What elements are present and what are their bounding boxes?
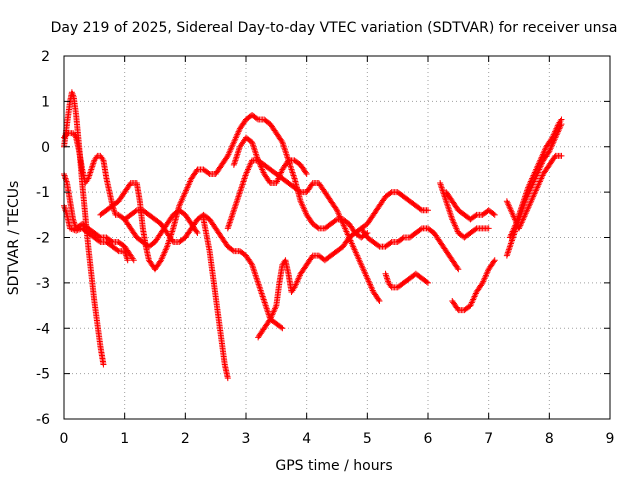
data-point-marker <box>253 115 260 122</box>
tick-label-layer: 0 1 2 3 4 5 6 7 8 9 -6 -5 -4 -3 -2 -1 0 1 2 <box>36 49 614 447</box>
data-point-marker <box>375 296 382 303</box>
data-point-marker <box>491 211 498 218</box>
series-track-d <box>61 89 107 368</box>
data-point-marker <box>387 239 394 246</box>
data-point-marker <box>96 238 103 245</box>
data-point-marker <box>229 247 236 254</box>
tick-layer <box>63 55 611 420</box>
series-track-l <box>382 270 431 291</box>
series-track-n <box>443 189 498 223</box>
data-point-marker <box>455 266 462 273</box>
y-tick-label: -2 <box>36 231 50 247</box>
y-axis-title: SDTVAR / TECUs <box>6 181 22 296</box>
data-point-marker <box>375 242 382 249</box>
data-point-marker <box>490 210 497 217</box>
x-tick-label: 5 <box>363 431 372 447</box>
series-track-r <box>506 116 565 241</box>
data-point-marker <box>454 264 461 271</box>
data-point-marker <box>425 207 431 214</box>
series-track-h <box>224 157 383 305</box>
data-point-marker <box>423 278 430 285</box>
data-point-marker <box>332 217 339 224</box>
x-tick-label: 0 <box>60 431 69 447</box>
series-track-e <box>97 111 371 273</box>
data-point-marker <box>248 260 255 267</box>
data-point-marker <box>485 225 492 232</box>
data-point-marker <box>279 325 286 332</box>
data-point-marker <box>205 170 212 177</box>
x-axis-title: GPS time / hours <box>275 458 392 474</box>
grid-layer <box>64 56 610 419</box>
data-point-marker <box>194 229 201 236</box>
y-tick-label: -5 <box>36 367 50 383</box>
y-tick-label: -1 <box>36 185 50 201</box>
data-point-marker <box>303 170 310 177</box>
data-point-marker <box>124 257 131 264</box>
series-track-o <box>449 257 498 314</box>
x-tick-label: 3 <box>242 431 251 447</box>
data-point-marker <box>387 190 394 197</box>
y-tick-label: 1 <box>41 94 50 110</box>
x-tick-label: 1 <box>120 431 129 447</box>
y-tick-label: 2 <box>41 49 50 65</box>
series-track-j <box>255 189 431 341</box>
data-point-marker <box>491 257 498 264</box>
data-point-marker <box>417 206 424 213</box>
x-tick-label: 2 <box>181 431 190 447</box>
data-point-marker <box>558 116 565 123</box>
x-tick-label: 4 <box>302 431 311 447</box>
data-point-marker <box>302 169 309 176</box>
data-point-marker <box>314 224 321 231</box>
data-point-marker <box>399 235 406 242</box>
data-point-marker <box>224 375 231 382</box>
x-tick-label: 7 <box>484 431 493 447</box>
data-point-marker <box>296 188 303 195</box>
x-tick-label: 6 <box>424 431 433 447</box>
x-tick-label: 8 <box>545 431 554 447</box>
data-point-marker <box>417 226 424 233</box>
data-points-layer <box>61 89 565 382</box>
data-point-marker <box>130 257 137 264</box>
data-point-marker <box>376 298 383 305</box>
data-point-marker <box>193 228 200 235</box>
data-point-marker <box>278 137 285 144</box>
series-track-k <box>358 225 462 273</box>
data-point-marker <box>558 152 565 159</box>
data-point-marker <box>425 279 431 286</box>
data-point-marker <box>490 258 497 265</box>
x-tick-label: 9 <box>606 431 615 447</box>
y-tick-label: -4 <box>36 321 50 337</box>
data-point-marker <box>472 212 479 219</box>
data-point-marker <box>100 361 107 368</box>
y-tick-label: -6 <box>36 412 50 428</box>
data-point-marker <box>278 324 285 331</box>
y-tick-label: 0 <box>41 140 50 156</box>
series-track-i <box>230 134 310 187</box>
data-point-marker <box>472 226 479 233</box>
series-track-g <box>200 216 231 382</box>
y-tick-label: -3 <box>36 276 50 292</box>
data-point-marker <box>114 247 121 254</box>
chart-title: Day 219 of 2025, Sidereal Day-to-day VTE… <box>51 20 618 36</box>
data-point-marker <box>132 208 139 215</box>
